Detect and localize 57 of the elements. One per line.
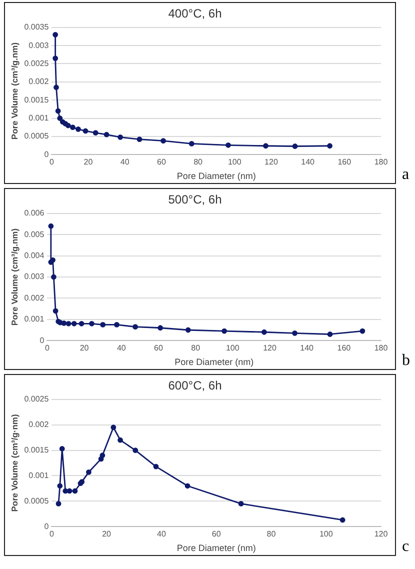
x-tick-label: 20 (84, 158, 94, 167)
x-tick-label: 100 (319, 530, 334, 539)
y-tick-label: 0.006 (24, 208, 45, 218)
y-tick-label: 0.003 (28, 40, 50, 50)
x-tick-label: 80 (194, 158, 204, 167)
x-tick-label: 160 (338, 158, 352, 167)
x-tick-label: 180 (374, 344, 388, 353)
y-tick-label: 0.005 (24, 230, 45, 239)
chart-title: 500°C, 6h (168, 192, 222, 207)
x-tick-label: 180 (374, 158, 388, 167)
chart-title: 600°C, 6h (168, 378, 222, 393)
y-tick-label: 0.002 (24, 293, 45, 302)
x-tick-label: 40 (156, 530, 166, 539)
x-tick-label: 120 (264, 158, 278, 167)
x-tick-label: 20 (80, 344, 90, 353)
x-tick-label: 140 (301, 158, 316, 167)
x-tick-label: 140 (300, 344, 314, 353)
x-tick-label: 80 (191, 344, 201, 353)
y-tick-label: 0.001 (28, 113, 50, 122)
y-axis-title: Pore Volume (cm³/g.nm) (9, 228, 20, 326)
x-tick-label: 20 (102, 530, 112, 539)
x-axis-title: Pore Diameter (nm) (174, 357, 254, 368)
x-axis-title: Pore Diameter (nm) (176, 171, 256, 182)
x-tick-label: 120 (263, 344, 277, 353)
x-tick-label: 60 (154, 344, 164, 353)
x-tick-label: 120 (374, 530, 388, 539)
y-tick-label: 0.0015 (24, 445, 50, 454)
x-tick-label: 40 (120, 158, 130, 167)
x-tick-label: 80 (266, 530, 276, 539)
text: a (402, 166, 410, 183)
y-tick-label: 0.0005 (24, 132, 50, 141)
y-tick-label: 0.001 (24, 314, 45, 324)
x-tick-label: 100 (228, 158, 242, 167)
x-tick-label: 100 (226, 344, 240, 353)
y-tick-label: 0.003 (24, 272, 45, 282)
y-tick-label: 0.0015 (24, 95, 50, 104)
y-axis-title: Pore Volume (cm³/g.nm) (9, 42, 20, 140)
y-tick-label: 0.0025 (24, 58, 50, 68)
x-tick-label: 160 (337, 344, 352, 353)
x-axis-title: Pore Diameter (nm) (176, 543, 256, 554)
y-tick-label: 0.0005 (24, 496, 50, 506)
x-tick-label: 40 (116, 344, 126, 353)
x-tick-label: 60 (212, 530, 222, 539)
y-tick-label: 0.001 (28, 470, 50, 480)
text: c (402, 538, 410, 555)
text: b (402, 352, 410, 369)
y-tick-label: 0.002 (28, 77, 50, 86)
y-tick-label: 0 (44, 150, 50, 159)
y-tick-label: 0 (44, 522, 50, 531)
y-tick-label: 0 (40, 336, 45, 345)
y-tick-label: 0.0025 (24, 394, 50, 404)
y-tick-label: 0.004 (24, 251, 45, 260)
y-tick-label: 0.002 (28, 420, 50, 430)
chart-title: 400°C, 6h (168, 6, 222, 21)
y-axis-title: Pore Volume (cm³/g·nm) (9, 414, 20, 512)
y-tick-label: 0.0035 (24, 22, 50, 32)
x-tick-label: 60 (156, 158, 166, 167)
